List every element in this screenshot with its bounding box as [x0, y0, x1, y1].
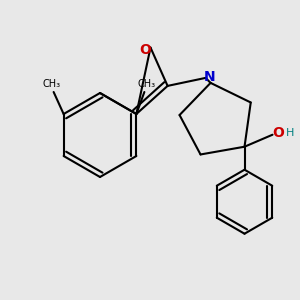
Text: CH₃: CH₃: [43, 79, 61, 89]
Text: N: N: [204, 70, 215, 84]
Text: CH₃: CH₃: [137, 79, 155, 89]
Text: O: O: [140, 43, 152, 56]
Text: O: O: [273, 126, 284, 140]
Text: H: H: [286, 128, 295, 138]
